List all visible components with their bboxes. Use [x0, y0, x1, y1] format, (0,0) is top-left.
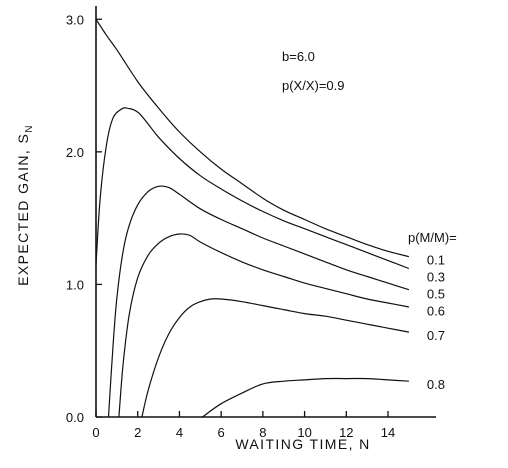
ticks: 0 2 4 6 8 10 12 14 0.0 1.0 2.0 3.0 [66, 12, 395, 440]
series-line-0.7 [141, 298, 410, 418]
series-label-0.1: 0.1 [427, 253, 445, 268]
series-label-0.7: 0.7 [427, 328, 445, 343]
series-line-0.8 [202, 377, 409, 418]
y-tick-label: 2.0 [66, 145, 84, 160]
y-axis-title-group: EXPECTED GAIN, SN [15, 124, 35, 286]
curves [95, 18, 410, 418]
axes [95, 6, 436, 418]
x-tick-label: 2 [134, 425, 141, 440]
x-tick-label: 10 [297, 425, 311, 440]
x-tick-label: 12 [339, 425, 353, 440]
x-tick-label: 8 [259, 425, 266, 440]
series-label-0.8: 0.8 [427, 377, 445, 392]
x-tick-label: 0 [92, 425, 99, 440]
series-label-0.6: 0.6 [427, 304, 445, 319]
y-axis-title-subscript: N [24, 124, 35, 133]
series-line-0.1 [95, 18, 410, 258]
x-axis-title: WAITING TIME, N [235, 436, 370, 452]
y-tick-label: 1.0 [66, 277, 84, 292]
y-tick-label: 0.0 [66, 410, 84, 425]
labels: 0.1 0.3 0.5 0.6 0.7 0.8 [427, 253, 445, 393]
x-tick-label: 14 [381, 425, 395, 440]
x-tick-label: 4 [176, 425, 183, 440]
legend-title: p(M/M)= [408, 230, 457, 245]
parameter-pxx-annotation: p(X/X)=0.9 [282, 78, 345, 93]
series-label-0.5: 0.5 [427, 287, 445, 302]
y-axis-title: EXPECTED GAIN, SN [15, 124, 35, 286]
series-line-0.3 [95, 107, 410, 270]
series-line-0.5 [107, 185, 410, 418]
series-label-0.3: 0.3 [427, 270, 445, 285]
y-axis-title-main: EXPECTED GAIN, S [15, 133, 31, 286]
x-tick-label: 6 [218, 425, 225, 440]
y-tick-label: 3.0 [66, 12, 84, 27]
parameter-b-annotation: b=6.0 [282, 49, 315, 64]
series-line-0.6 [118, 233, 410, 418]
